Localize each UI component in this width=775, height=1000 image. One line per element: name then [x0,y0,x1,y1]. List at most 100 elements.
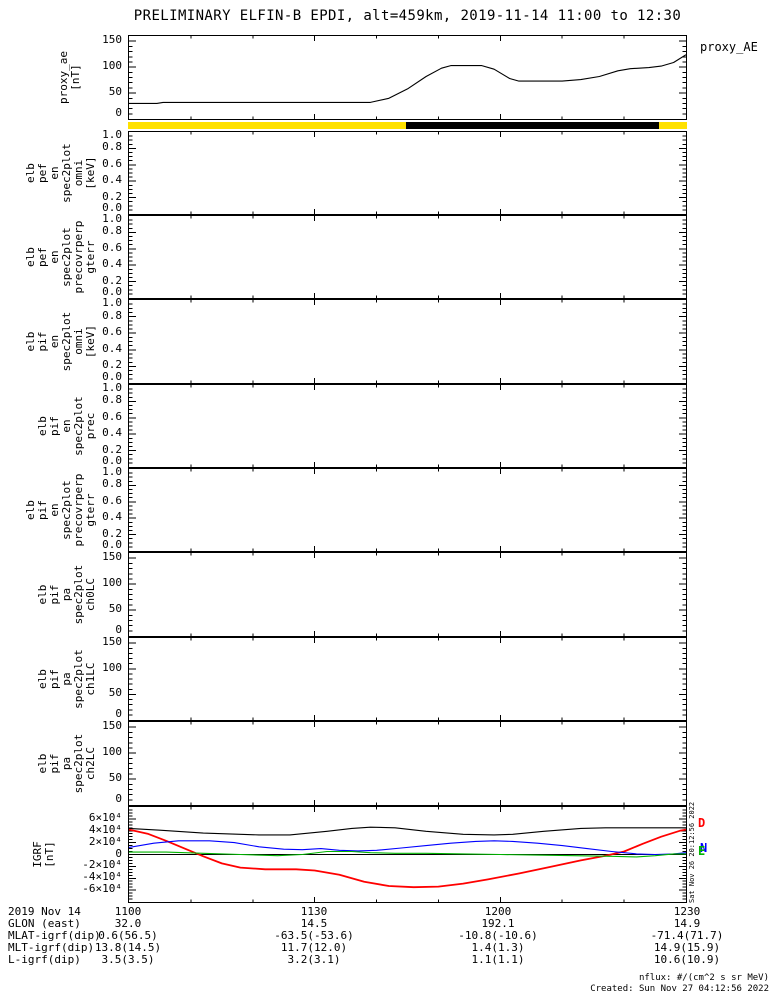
ytick-label-elb-pif-en-spec2plot-prec: 0.6 [102,409,122,423]
ytick-label-elb-pif-pa-spec2plot-ch1LC: 50 [108,686,122,700]
ytick-label-elb-pif-pa-spec2plot-ch2LC: 0 [115,792,122,805]
ytick-label-elb-pif-en-spec2plot-prec: 0.0 [102,454,122,467]
ytick-label-elb-pif-en-spec2plot-prec: 0.2 [102,442,122,456]
panel-canvas-elb-pif-pa-spec2plot-ch2LC [129,722,686,805]
row-value: 32.0 [114,917,142,930]
orbit-bar [128,122,687,129]
ytick-label-igrf: 6×10⁴ [88,810,122,824]
ytick-label-elb-pif-pa-spec2plot-ch2LC: 100 [102,745,122,759]
ytick-label-elb-pif-pa-spec2plot-ch1LC: 100 [102,660,122,674]
ytick-label-elb-pef-en-spec2plot-precovrperp-gterr: 0.4 [102,257,122,271]
ytick-label-proxy-ae: 50 [108,85,122,99]
ytick-label-elb-pef-en-spec2plot-omni: 0.6 [102,156,122,170]
panel-igrf [128,806,687,903]
ytick-label-elb-pif-en-spec2plot-precovrperp-gterr: 0.6 [102,493,122,507]
ytick-label-elb-pif-en-spec2plot-omni: 0.0 [102,370,122,383]
row-value: 0.6(56.5) [98,929,158,942]
ytick-label-elb-pif-pa-spec2plot-ch2LC: 50 [108,771,122,785]
series-B_E [129,850,686,858]
row-value: 1100 [114,905,142,918]
row-value: 3.5(3.5) [101,953,155,966]
ytick-label-elb-pif-en-spec2plot-prec: 0.8 [102,393,122,407]
ytick-label-igrf: 0 [115,846,122,860]
ytick-label-proxy-ae: 0 [115,106,122,119]
ytick-label-elb-pif-pa-spec2plot-ch0LC: 0 [115,623,122,636]
panel-proxy-ae [128,35,687,120]
panel-label-elb-pif-pa-spec2plot-ch0LC: elb pif pa spec2plot ch0LC [36,564,97,625]
row-label: GLON (east) [8,917,81,930]
panel-canvas-proxy-ae [129,36,686,119]
panel-canvas-igrf [129,807,686,902]
series-B_total [129,826,686,836]
orbit-bar-segment [128,122,407,129]
panel-canvas-elb-pif-pa-spec2plot-ch1LC [129,638,686,720]
panel-elb-pef-en-spec2plot-omni [128,131,687,215]
panel-canvas-elb-pif-en-spec2plot-precovrperp-gterr [129,469,686,551]
row-value: 1230 [673,905,701,918]
ytick-label-elb-pef-en-spec2plot-omni: 0.8 [102,140,122,154]
igrf-legend-e: E [698,844,706,858]
side-timestamp: Sat Nov 26 20:12:56 2022 [688,801,696,903]
panel-elb-pif-en-spec2plot-precovrperp-gterr [128,468,687,552]
ytick-label-elb-pef-en-spec2plot-precovrperp-gterr: 0.0 [102,285,122,298]
panel-elb-pif-pa-spec2plot-ch2LC [128,721,687,806]
row-value: 192.1 [481,917,515,930]
row-label: MLAT-igrf(dip) [8,929,101,942]
ytick-label-elb-pif-pa-spec2plot-ch0LC: 150 [102,550,122,564]
ytick-label-elb-pif-en-spec2plot-prec: 1.0 [102,381,122,394]
ytick-label-igrf: -2×10⁴ [82,858,122,872]
ytick-label-elb-pef-en-spec2plot-omni: 0.0 [102,201,122,214]
series-proxy_AE [129,54,686,104]
ytick-label-proxy-ae: 150 [102,33,122,47]
panel-elb-pef-en-spec2plot-precovrperp-gterr [128,215,687,299]
panel-elb-pif-pa-spec2plot-ch0LC [128,552,687,637]
panel-elb-pif-en-spec2plot-omni [128,299,687,384]
panel-canvas-elb-pef-en-spec2plot-precovrperp-gterr [129,216,686,298]
row-value: -63.5(-53.6) [274,929,354,942]
ytick-label-elb-pif-en-spec2plot-omni: 0.8 [102,308,122,322]
row-value: 11.7(12.0) [280,941,348,954]
ytick-label-elb-pef-en-spec2plot-precovrperp-gterr: 0.8 [102,224,122,238]
panel-label-elb-pef-en-spec2plot-omni: elb pef en spec2plot omni [keV] [24,143,97,203]
ytick-label-elb-pif-en-spec2plot-prec: 0.4 [102,426,122,440]
ytick-label-igrf: 2×10⁴ [88,834,122,848]
panel-label-proxy-ae: proxy_ae [nT] [57,51,82,104]
panel-label-elb-pif-en-spec2plot-precovrperp-gterr: elb pif en spec2plot precovrperp gterr [24,473,97,547]
ytick-label-elb-pif-en-spec2plot-precovrperp-gterr: 1.0 [102,465,122,478]
row-value: 3.2(3.1) [287,953,341,966]
row-value: -10.8(-10.6) [458,929,538,942]
ytick-label-elb-pif-en-spec2plot-omni: 1.0 [102,296,122,309]
ytick-label-igrf: -4×10⁴ [82,870,122,884]
igrf-legend-n: N [700,841,708,855]
proxy-ae-panel-label: proxy_AE [700,40,758,54]
ytick-label-elb-pif-en-spec2plot-omni: 0.4 [102,341,122,355]
ytick-label-igrf: 4×10⁴ [88,822,122,836]
ytick-label-elb-pef-en-spec2plot-precovrperp-gterr: 0.6 [102,240,122,254]
panel-label-elb-pif-pa-spec2plot-ch2LC: elb pif pa spec2plot ch2LC [36,733,97,794]
panel-canvas-elb-pef-en-spec2plot-omni [129,132,686,214]
ytick-label-elb-pif-pa-spec2plot-ch0LC: 100 [102,576,122,590]
row-value: 10.6(10.9) [653,953,721,966]
ytick-label-elb-pif-en-spec2plot-omni: 0.6 [102,325,122,339]
igrf-legend-d: D [698,816,706,830]
panel-label-elb-pif-pa-spec2plot-ch1LC: elb pif pa spec2plot ch1LC [36,649,97,709]
row-value: 1130 [300,905,328,918]
panel-elb-pif-pa-spec2plot-ch1LC [128,637,687,721]
panel-label-elb-pif-en-spec2plot-prec: elb pif en spec2plot prec [36,396,97,456]
series-B_D [129,828,686,889]
ytick-label-elb-pef-en-spec2plot-precovrperp-gterr: 0.2 [102,273,122,287]
ytick-label-elb-pef-en-spec2plot-omni: 0.4 [102,173,122,187]
row-label: L-igrf(dip) [8,953,81,966]
row-label: 2019 Nov 14 [8,905,81,918]
row-value: 14.9(15.9) [653,941,721,954]
row-value: 1.1(1.1) [471,953,525,966]
panel-canvas-elb-pif-en-spec2plot-prec [129,385,686,467]
row-value: 13.8(14.5) [94,941,162,954]
row-label: MLT-igrf(dip) [8,941,95,954]
panel-label-igrf: IGRF [nT] [31,841,56,868]
panel-label-elb-pef-en-spec2plot-precovrperp-gterr: elb pef en spec2plot precovrperp gterr [24,220,97,294]
ytick-label-elb-pif-en-spec2plot-precovrperp-gterr: 0.4 [102,510,122,524]
ytick-label-elb-pef-en-spec2plot-omni: 1.0 [102,128,122,141]
ytick-label-elb-pif-pa-spec2plot-ch2LC: 150 [102,719,122,733]
ytick-label-proxy-ae: 100 [102,59,122,73]
